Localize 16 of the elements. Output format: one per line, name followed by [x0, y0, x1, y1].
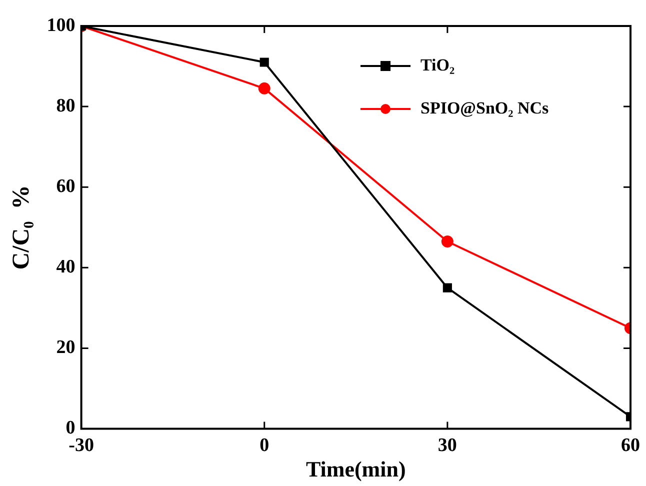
point [442, 283, 452, 292]
y-axis-title: C/C₀ % [8, 185, 35, 270]
legend-label: SPIO@SnO₂ NCs [420, 98, 550, 118]
x-axis-title: Time(min) [306, 456, 406, 482]
x-tick-label: 60 [621, 435, 640, 456]
x-tick-label: 0 [260, 435, 270, 456]
y-tick-label: 80 [56, 95, 76, 116]
legend-label: TiO₂ [420, 55, 455, 74]
point [260, 58, 269, 67]
point [258, 82, 270, 94]
x-tick-label: 30 [438, 435, 457, 456]
y-tick-label: 40 [56, 256, 76, 278]
y-tick-label: 60 [56, 176, 76, 198]
y-tick-label: 100 [46, 14, 76, 36]
y-tick-label: 20 [56, 337, 76, 358]
point [441, 236, 454, 248]
